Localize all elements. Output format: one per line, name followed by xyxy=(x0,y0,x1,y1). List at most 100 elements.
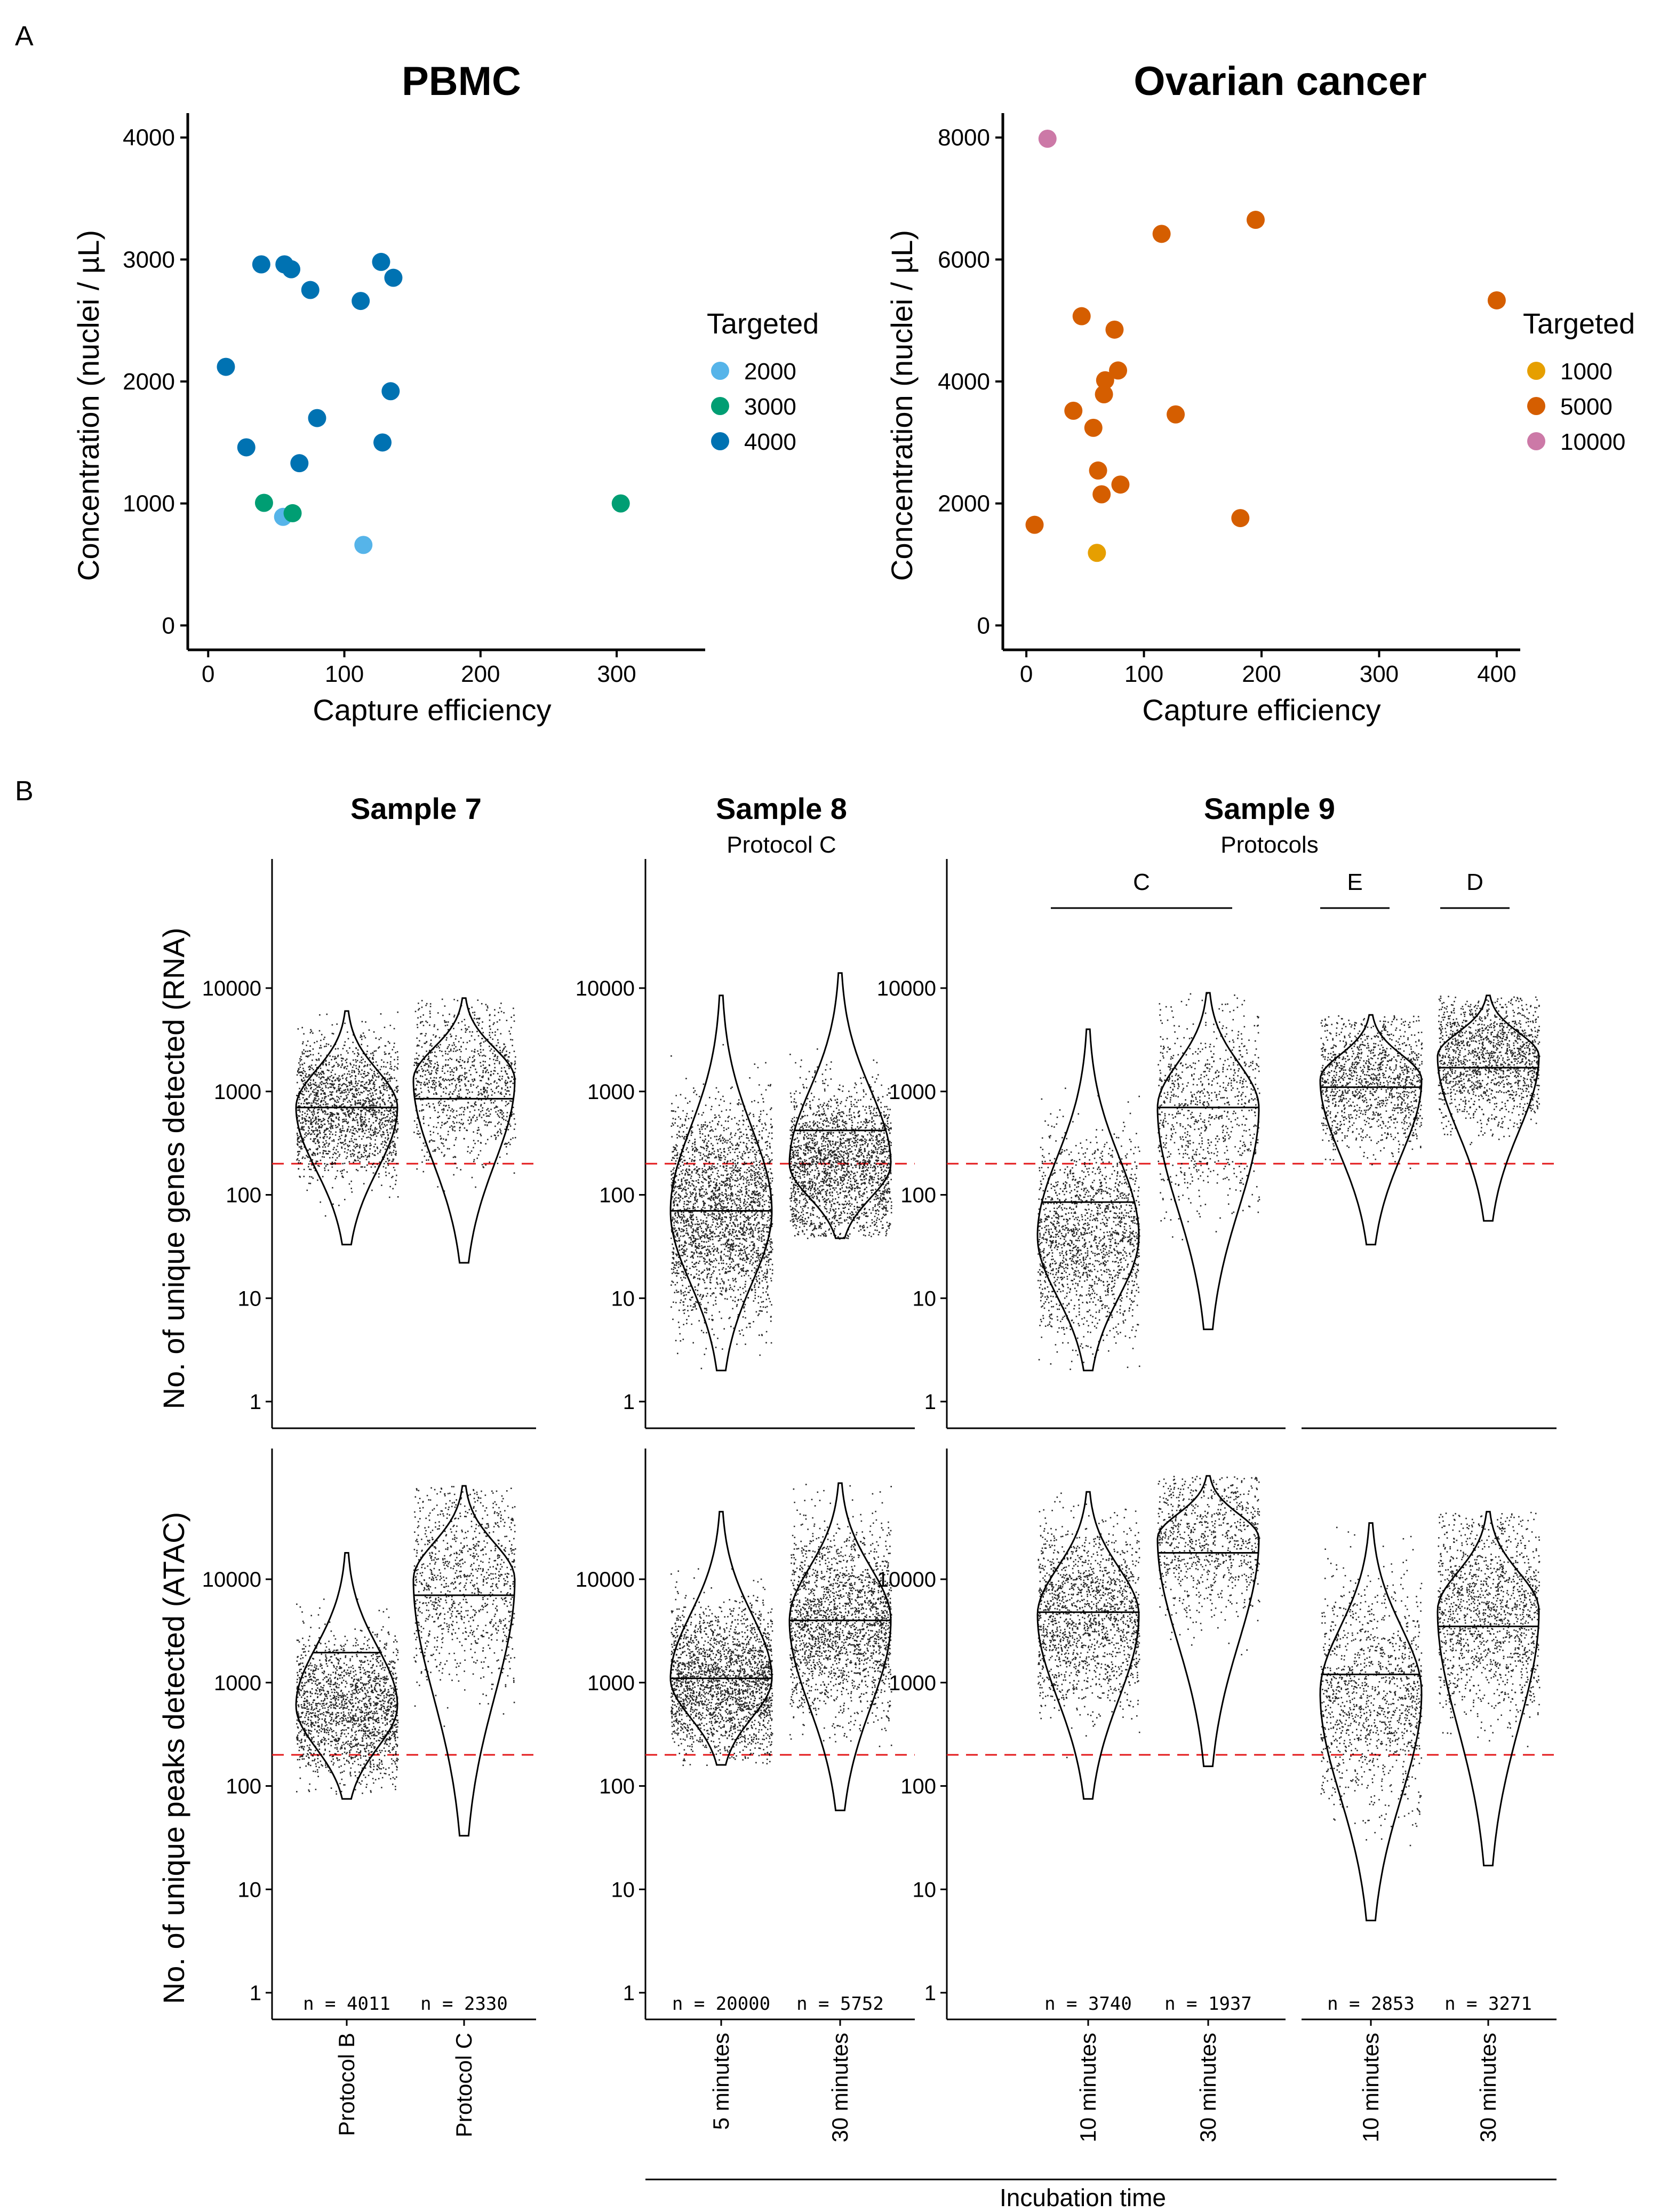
y-tick-label: 1000 xyxy=(889,1080,936,1104)
jitter-points xyxy=(1320,1526,1423,1847)
y-tick-label: 4000 xyxy=(123,125,175,151)
x-tick-label: 100 xyxy=(325,661,364,687)
jitter-points xyxy=(1037,1492,1140,1759)
y-tick-label: 1000 xyxy=(214,1672,261,1695)
data-point xyxy=(217,357,235,376)
x-tick-label: 10 minutes xyxy=(1358,2033,1383,2142)
jitter-points xyxy=(296,1598,399,1795)
y-tick-label: 10000 xyxy=(877,1568,936,1592)
y-tick-label: 0 xyxy=(977,612,990,639)
jitter-dots xyxy=(1320,1526,1423,1847)
data-point xyxy=(354,536,373,554)
jitter-dots xyxy=(1158,1476,1260,1656)
y-tick-label: 10 xyxy=(238,1878,262,1901)
y-tick-label: 3000 xyxy=(123,246,175,273)
legend-swatch xyxy=(1527,397,1545,415)
x-tick-label: 10 minutes xyxy=(1075,2033,1100,2142)
jitter-dots xyxy=(1158,992,1260,1240)
y-tick-label: 10 xyxy=(238,1287,262,1310)
protocol-bracket-c: C xyxy=(1051,869,1232,909)
jitter-points xyxy=(296,1011,399,1217)
jitter-points xyxy=(1320,1015,1423,1169)
y-tick-label: 2000 xyxy=(123,369,175,395)
legend-title-ovarian: Targeted xyxy=(1523,308,1635,340)
n-count-label: n = 1937 xyxy=(1164,1993,1252,2015)
legend-entry-label: 10000 xyxy=(1560,429,1625,455)
violin-facet-3-rna: 1 10 100 1000 10000 xyxy=(877,859,1557,1429)
y-tick-label: 10000 xyxy=(576,1568,635,1592)
violin-panel: No. of unique genes detected (RNA) No. o… xyxy=(157,792,1557,2211)
jitter-points xyxy=(1037,1087,1140,1370)
n-count-label: n = 20000 xyxy=(672,1993,770,2015)
scatter-pbmc: PBMC Concentration (nuclei / µL) Capture… xyxy=(71,59,819,727)
data-point xyxy=(283,504,302,522)
data-point xyxy=(352,292,370,311)
y-tick-label: 1000 xyxy=(889,1672,936,1695)
violin-shape xyxy=(1156,1475,1260,1768)
violin-shape xyxy=(1436,994,1540,1222)
violin-shape xyxy=(1319,1522,1423,1922)
legend-swatch xyxy=(711,397,729,415)
y-tick-label: 1 xyxy=(623,1982,635,2005)
y-tick-label: 10000 xyxy=(202,977,261,1000)
x-tick-label: 5 minutes xyxy=(708,2033,733,2130)
violin-shape xyxy=(412,997,516,1264)
data-point xyxy=(301,281,320,299)
y-tick-label: 1 xyxy=(924,1982,936,2005)
n-count-label: n = 3271 xyxy=(1444,1993,1532,2015)
y-tick-label: 1 xyxy=(924,1390,936,1414)
jitter-dots xyxy=(671,1568,773,1767)
scatter-ovarian: Ovarian cancer Concentration (nuclei / µ… xyxy=(885,59,1635,727)
violin-facet-2-rna: 1 10 100 1000 10000 xyxy=(576,859,915,1429)
data-point xyxy=(1025,515,1044,534)
jitter-dots xyxy=(1037,1492,1140,1759)
y-tick-label: 100 xyxy=(226,1775,261,1799)
data-point xyxy=(1105,320,1124,339)
jitter-dots xyxy=(413,998,516,1192)
jitter-points xyxy=(413,1486,516,1727)
data-point xyxy=(1084,418,1103,437)
jitter-dots xyxy=(1438,1511,1541,1747)
y-tick-label: 1 xyxy=(250,1982,261,2005)
x-tick-label: 30 minutes xyxy=(1475,2033,1501,2142)
chart-title-ovarian: Ovarian cancer xyxy=(1134,59,1426,104)
facet-title-sample7: Sample 7 xyxy=(350,792,482,825)
jitter-dots xyxy=(413,1486,516,1727)
n-count-label: n = 3740 xyxy=(1044,1993,1132,2015)
data-point xyxy=(384,268,403,287)
x-tick-label: 400 xyxy=(1477,661,1516,687)
violin-shape xyxy=(412,1485,516,1837)
y-tick-label: 10 xyxy=(611,1287,635,1310)
legend-swatch xyxy=(711,432,729,450)
data-point xyxy=(611,494,630,513)
data-point xyxy=(290,454,309,473)
y-tick-label: 100 xyxy=(900,1184,936,1207)
jitter-points xyxy=(671,1044,773,1370)
y-tick-label: 6000 xyxy=(938,246,990,273)
violin-shape xyxy=(295,1552,398,1800)
x-tick-label: 0 xyxy=(1020,661,1033,687)
protocol-label-c: C xyxy=(1133,869,1150,895)
data-point xyxy=(381,382,400,401)
x-tick-label: Protocol C xyxy=(451,2033,476,2137)
data-point xyxy=(252,255,270,274)
data-point xyxy=(1167,405,1185,424)
legend-title-pbmc: Targeted xyxy=(707,308,819,340)
legend-swatch xyxy=(711,362,729,380)
data-point xyxy=(308,409,326,427)
protocol-label-e: E xyxy=(1347,869,1362,895)
legend-entry-label: 1000 xyxy=(1560,359,1613,385)
protocol-bracket-d: D xyxy=(1440,869,1510,909)
data-point xyxy=(237,438,256,457)
y-tick-label: 4000 xyxy=(938,369,990,395)
y-tick-label: 100 xyxy=(599,1184,635,1207)
y-tick-label: 2000 xyxy=(938,491,990,517)
jitter-points xyxy=(413,998,516,1192)
jitter-dots xyxy=(1037,1087,1140,1370)
incubation-time-label: Incubation time xyxy=(1000,2184,1166,2211)
data-point xyxy=(1092,485,1111,504)
y-tick-label: 1000 xyxy=(214,1080,261,1104)
data-point xyxy=(1231,509,1250,528)
violin-facet-2-atac: 1 10 100 1000 10000 n = 20000 5 minutes n = 575… xyxy=(576,1449,915,2142)
ylabel-ovarian: Concentration (nuclei / µL) xyxy=(885,230,919,581)
